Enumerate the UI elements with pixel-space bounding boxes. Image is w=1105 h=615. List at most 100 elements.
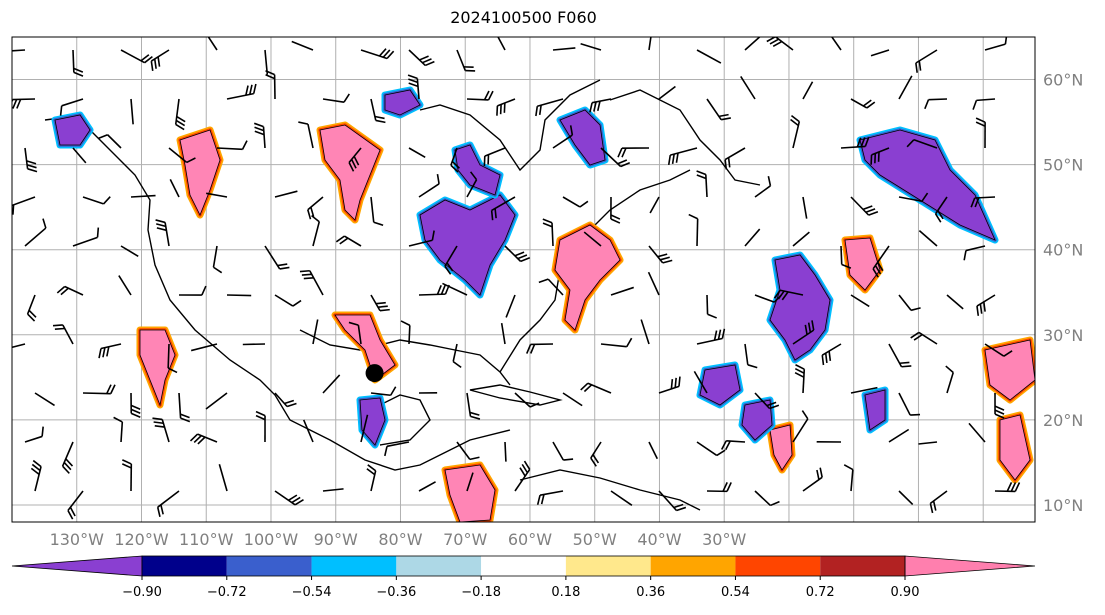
lat-tick-label: 40°N — [1043, 241, 1083, 260]
wind-barb — [12, 196, 36, 215]
wind-barb — [496, 98, 516, 116]
wind-barb — [872, 245, 890, 278]
positive-anomaly-region — [981, 336, 1035, 404]
wind-barb — [299, 269, 324, 296]
wind-barb — [696, 49, 722, 64]
wind-barb — [744, 228, 761, 247]
colorbar-tick-label: −0.18 — [461, 585, 501, 600]
wind-barb — [408, 49, 435, 67]
wind-barb — [274, 294, 302, 307]
colorbar-segment — [565, 556, 651, 576]
wind-barb — [370, 196, 384, 227]
wind-barb — [898, 75, 913, 100]
wind-barb — [466, 392, 481, 420]
wind-barb — [408, 230, 435, 247]
colorbar-tick-label: 0.72 — [806, 585, 835, 600]
wind-barb — [648, 37, 653, 51]
lon-tick-label: 50°W — [573, 530, 617, 549]
lon-tick-label: 30°W — [702, 530, 746, 549]
wind-barb — [648, 441, 659, 460]
negative-anomaly-region — [766, 251, 834, 364]
wind-barb — [754, 392, 780, 410]
wind-barb — [322, 488, 344, 492]
colorbar-extend-low — [11, 555, 143, 577]
wind-barb — [312, 319, 319, 345]
wind-barb — [514, 460, 531, 492]
wind-barb — [82, 196, 111, 205]
wind-barb — [72, 49, 84, 77]
positive-anomaly-region — [441, 461, 499, 522]
positive-anomaly-region — [841, 234, 884, 294]
wind-barb — [120, 49, 153, 64]
colorbar-segment — [311, 556, 397, 576]
lon-tick-label: 80°W — [378, 530, 422, 549]
wind-barb — [589, 98, 612, 113]
lat-tick-label: 10°N — [1043, 496, 1083, 515]
wind-barb — [152, 417, 170, 443]
wind-barb — [946, 294, 964, 310]
wind-barb — [792, 231, 810, 247]
wind-barb — [610, 490, 633, 506]
wind-barb — [792, 320, 815, 345]
wind-barb — [370, 98, 386, 124]
wind-barb — [167, 343, 178, 374]
wind-barb — [706, 482, 732, 493]
colorbar-tick-label: −0.90 — [122, 585, 162, 600]
wind-barb — [384, 441, 410, 457]
wind-barb — [648, 245, 673, 264]
wind-barb — [610, 286, 634, 296]
wind-barb — [696, 170, 708, 198]
wind-barb — [156, 490, 180, 517]
lat-tick-label: 60°N — [1043, 71, 1083, 90]
coastlines — [44, 79, 761, 511]
wind-barb — [840, 136, 870, 149]
wind-barb — [253, 122, 266, 149]
longitude-labels: 130°W 120°W 110°W 100°W 90°W 80°W 70°W 60°W 50°W… — [50, 530, 747, 549]
wind-barb — [552, 441, 574, 461]
wind-barb — [562, 196, 589, 208]
wind-barb — [829, 37, 842, 51]
wind-barb — [34, 392, 55, 407]
lat-tick-label: 50°N — [1043, 156, 1083, 175]
wind-barb — [456, 441, 480, 461]
wind-barb — [870, 147, 890, 165]
wind-barb — [366, 464, 377, 492]
wind-barb — [456, 49, 476, 72]
wind-barb — [888, 343, 912, 368]
wind-barbs — [12, 37, 1021, 520]
wind-barb — [706, 98, 731, 121]
lon-tick-label: 100°W — [244, 530, 299, 549]
wind-barb — [504, 441, 507, 462]
wind-barb — [790, 114, 801, 149]
wind-barb — [307, 196, 324, 220]
lon-tick-label: 120°W — [114, 530, 169, 549]
lon-tick-label: 40°W — [637, 530, 681, 549]
wind-barb — [24, 426, 44, 443]
wind-barb — [794, 364, 806, 394]
lon-tick-label: 70°W — [443, 530, 487, 549]
wind-barb — [649, 196, 660, 214]
location-marker — [365, 364, 384, 383]
colorbar-tick-label: 0.90 — [891, 585, 920, 600]
wind-barb — [535, 98, 564, 117]
wind-barb — [802, 196, 808, 219]
wind-barb — [821, 343, 842, 366]
wind-barb — [72, 147, 87, 164]
wind-barb — [552, 125, 574, 149]
wind-barb — [658, 490, 687, 512]
wind-barb — [206, 37, 218, 51]
wind-barb — [255, 410, 266, 443]
wind-barb — [667, 147, 698, 166]
anomaly-contours — [51, 86, 1035, 522]
wind-barb — [483, 147, 506, 166]
wind-barb — [12, 343, 26, 351]
wind-barb — [600, 147, 631, 168]
wind-barb — [658, 376, 681, 394]
wind-barb — [190, 343, 218, 352]
wind-barb — [466, 90, 494, 101]
positive-anomaly-region — [766, 421, 796, 474]
colorbar-tick-label: 0.36 — [636, 585, 665, 600]
negative-anomaly-region — [356, 394, 389, 449]
wind-barb — [98, 134, 122, 149]
positive-anomaly-region — [331, 311, 399, 384]
